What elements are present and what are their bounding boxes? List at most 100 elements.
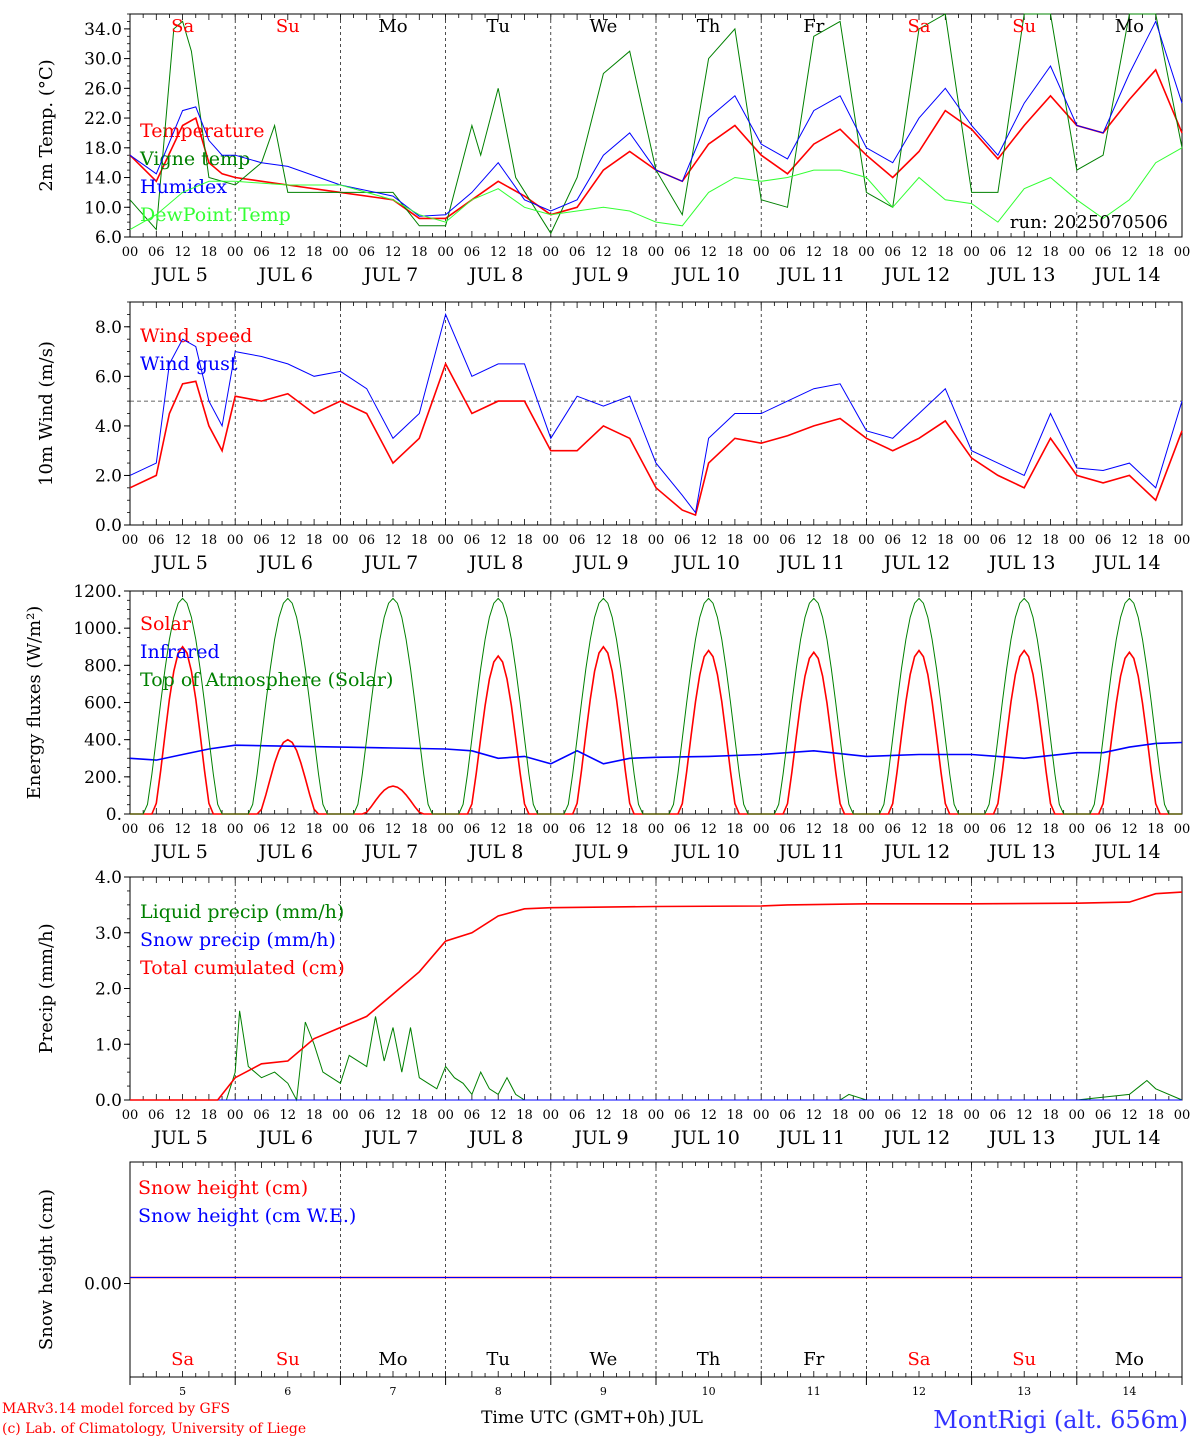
series-line <box>130 1010 1183 1102</box>
hour-tick-label: 06 <box>884 245 901 260</box>
weekday-label: Sa <box>907 1349 930 1370</box>
date-label: JUL 8 <box>467 1127 523 1149</box>
hour-tick-label: 12 <box>911 533 928 548</box>
hour-tick-label: 00 <box>122 533 139 548</box>
y-tick-label: 6.0 <box>95 228 122 248</box>
plot-frame <box>129 590 1183 815</box>
series-line <box>129 20 1183 217</box>
y-tick-label: 14.0 <box>84 169 122 189</box>
legend-entry: Vigne temp <box>139 148 250 170</box>
hour-tick-label: 12 <box>490 1108 507 1123</box>
date-label: JUL 11 <box>777 552 845 574</box>
day-number: 14 <box>1122 1385 1136 1398</box>
hour-tick-label: 18 <box>306 533 323 548</box>
date-label: JUL 5 <box>151 552 207 574</box>
legend-entry: Snow height (cm W.E.) <box>138 1205 356 1227</box>
hour-tick-label: 12 <box>490 245 507 260</box>
hour-tick-label: 06 <box>674 533 691 548</box>
hour-tick-label: 12 <box>1121 245 1138 260</box>
hour-tick-label: 12 <box>700 533 717 548</box>
y-tick-label: 6.0 <box>95 367 122 387</box>
hour-tick-label: 12 <box>1016 533 1033 548</box>
hour-tick-label: 12 <box>385 822 402 837</box>
hour-tick-label: 12 <box>595 245 612 260</box>
hour-tick-label: 00 <box>753 533 770 548</box>
panel-3: 0. 200. 400. 600. 800. 1000. 1200. Energy fluxe… <box>24 582 1190 863</box>
hour-tick-label: 18 <box>411 822 428 837</box>
panel-2: 0.0 2.0 4.0 6.0 8.0 10m Wind (m/s) Wind speed W… <box>36 301 1190 574</box>
day-number: 13 <box>1017 1385 1031 1398</box>
model-credit: MARv3.14 model forced by GFS <box>2 1401 230 1417</box>
hour-tick-label: 06 <box>1095 1108 1112 1123</box>
hour-tick-label: 00 <box>1174 245 1191 260</box>
hour-tick-label: 00 <box>437 822 454 837</box>
hour-tick-label: 18 <box>1147 245 1164 260</box>
hour-tick-label: 18 <box>201 1108 218 1123</box>
legend-entry: Total cumulated (cm) <box>140 957 345 979</box>
y-tick-label: 0.0 <box>95 1091 122 1111</box>
y-tick-label: 1000. <box>73 619 122 639</box>
run-label: run: 2025070506 <box>1010 212 1168 233</box>
y-tick-label: 2.0 <box>95 466 122 486</box>
hour-tick-label: 18 <box>937 1108 954 1123</box>
legend-entry: Solar <box>140 613 192 635</box>
weekday-label: Mo <box>378 1349 407 1370</box>
hour-tick-label: 06 <box>779 245 796 260</box>
hour-tick-label: 00 <box>1069 533 1086 548</box>
hour-tick-label: 00 <box>858 245 875 260</box>
hour-tick-label: 06 <box>884 1108 901 1123</box>
date-label: JUL 10 <box>671 264 739 286</box>
hour-tick-label: 18 <box>411 533 428 548</box>
hour-tick-label: 12 <box>490 822 507 837</box>
date-label: JUL 12 <box>882 841 950 863</box>
hour-tick-label: 06 <box>148 822 165 837</box>
hour-tick-label: 18 <box>411 1108 428 1123</box>
hour-tick-label: 00 <box>963 533 980 548</box>
hour-tick-label: 00 <box>963 1108 980 1123</box>
hour-tick-label: 18 <box>832 533 849 548</box>
hour-tick-label: 06 <box>464 1108 481 1123</box>
legend-entry: Top of Atmosphere (Solar) <box>140 669 393 691</box>
date-label: JUL 12 <box>882 552 950 574</box>
date-label: JUL 5 <box>151 264 207 286</box>
hour-tick-label: 00 <box>1174 822 1191 837</box>
weekday-label: Tu <box>486 16 510 37</box>
hour-tick-label: 00 <box>227 245 244 260</box>
hour-tick-label: 18 <box>937 245 954 260</box>
hour-tick-label: 00 <box>753 1108 770 1123</box>
series-line <box>129 147 1183 231</box>
y-tick-label: 1.0 <box>95 1035 122 1055</box>
hour-tick-label: 12 <box>700 1108 717 1123</box>
hour-tick-label: 00 <box>648 533 665 548</box>
hour-tick-label: 00 <box>858 533 875 548</box>
y-tick-label: 4.0 <box>95 417 122 437</box>
y-tick-label: 2.0 <box>95 980 122 1000</box>
hour-tick-label: 06 <box>253 822 270 837</box>
panel-4: 0.0 1.0 2.0 3.0 4.0 Precip (mm/h) Liquid preci… <box>36 868 1190 1149</box>
date-label: JUL 8 <box>467 264 523 286</box>
hour-tick-label: 12 <box>806 822 823 837</box>
hour-tick-label: 06 <box>148 245 165 260</box>
legend-entry: Snow precip (mm/h) <box>140 929 336 951</box>
hour-tick-label: 06 <box>464 245 481 260</box>
y-tick-label: 26.0 <box>84 79 122 99</box>
weekday-label: Th <box>697 1349 721 1370</box>
y-tick-label: 10.0 <box>84 198 122 218</box>
hour-tick-label: 06 <box>569 245 586 260</box>
day-number: 8 <box>495 1385 502 1398</box>
hour-tick-label: 00 <box>858 1108 875 1123</box>
series-line <box>130 597 1182 815</box>
hour-tick-label: 00 <box>122 245 139 260</box>
hour-tick-label: 18 <box>411 245 428 260</box>
hour-tick-label: 00 <box>227 822 244 837</box>
date-label: JUL 10 <box>671 1127 739 1149</box>
station-name: MontRigi (alt. 656m) <box>933 1406 1188 1434</box>
hour-tick-label: 18 <box>727 245 744 260</box>
hour-tick-label: 06 <box>358 1108 375 1123</box>
y-tick-label: 0.00 <box>84 1275 122 1295</box>
hour-tick-label: 18 <box>1042 1108 1059 1123</box>
day-number: 5 <box>179 1385 186 1398</box>
hour-tick-label: 06 <box>1095 822 1112 837</box>
hour-tick-label: 18 <box>937 822 954 837</box>
y-tick-label: 600. <box>84 694 122 714</box>
